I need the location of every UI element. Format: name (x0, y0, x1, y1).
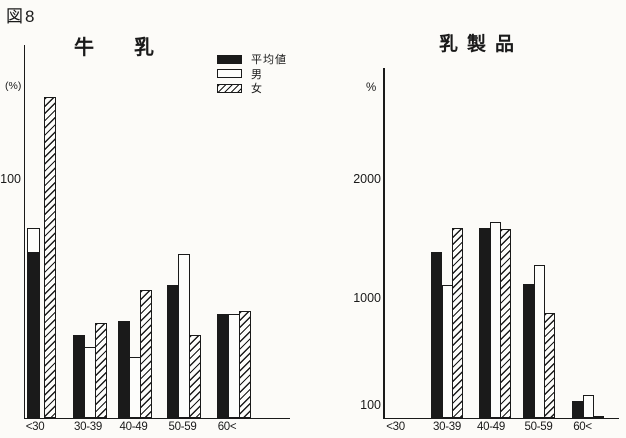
dairy-bar-30-39-female (452, 228, 463, 419)
dairy-bar-60<-female (593, 415, 604, 419)
dairy-bar-40-49-female (500, 229, 511, 419)
milk-bar-<30-female (44, 97, 56, 419)
milk-chart-title: 牛乳 (74, 37, 194, 59)
dairy-y-axis (383, 68, 385, 420)
milk-x-axis-label: 60< (217, 421, 237, 433)
dairy-y-tick-label: 100 (360, 398, 381, 413)
legend-swatch-average (217, 54, 242, 64)
milk-x-axis-label: 50-59 (168, 421, 197, 433)
milk-x-axis-label: 40-49 (119, 421, 148, 433)
milk-y-axis-unit-label: (%) (5, 80, 22, 92)
dairy-bar-50-59-male (533, 264, 545, 419)
dairy-x-axis-label: 30-39 (433, 421, 461, 433)
dairy-x-axis-label: 60< (573, 421, 592, 433)
milk-bar-60<-female (239, 311, 251, 419)
dairy-bar-30-39-average (431, 251, 442, 419)
milk-y-axis (23, 45, 26, 420)
dairy-chart-title: 乳製品 (439, 34, 524, 55)
milk-bar-40-49-female (140, 289, 152, 419)
dairy-bar-60<-average (572, 401, 583, 419)
dairy-y-tick-label: 2000 (353, 172, 381, 186)
dairy-x-axis-label: <30 (386, 421, 405, 433)
dairy-bar-60<-male (582, 394, 594, 419)
legend-swatch-female (217, 83, 242, 93)
milk-x-axis-label: <30 (25, 421, 45, 433)
milk-bar-60<-average (217, 313, 229, 419)
milk-x-axis (23, 417, 290, 420)
dairy-x-axis-label: 50-59 (524, 421, 553, 433)
figure-number-label: 図8 (6, 7, 37, 26)
legend-row-average: 平均値 (217, 52, 287, 67)
legend-label-female: 女 (251, 83, 263, 96)
dairy-bar-40-49-male (489, 222, 501, 419)
dairy-x-axis-label: 40-49 (477, 421, 505, 433)
milk-bar-40-49-average (118, 320, 130, 419)
milk-bar-50-59-female (189, 335, 201, 419)
legend-label-male: 男 (251, 68, 263, 81)
legend-row-male: 男 (217, 67, 287, 82)
dairy-bar-50-59-average (523, 284, 534, 419)
dairy-bar-50-59-female (544, 312, 555, 419)
dairy-bar-30-39-male (441, 285, 453, 419)
dairy-y-tick-label: 1000 (353, 291, 381, 305)
legend-label-average: 平均値 (251, 54, 287, 67)
milk-bar-30-39-female (95, 323, 107, 419)
milk-x-axis-label: 30-39 (74, 421, 102, 433)
milk-y-tick-label: 100 (0, 172, 21, 186)
milk-bar-50-59-average (167, 285, 179, 419)
legend-swatch-male (217, 69, 242, 79)
legend-row-female: 女 (217, 81, 287, 96)
dairy-bar-40-49-average (479, 228, 490, 419)
dairy-y-axis-unit-label: % (366, 82, 377, 94)
milk-bar-30-39-average (73, 335, 85, 419)
milk-bar-<30-average (26, 251, 40, 419)
legend: 平均値 男 女 (217, 52, 287, 96)
